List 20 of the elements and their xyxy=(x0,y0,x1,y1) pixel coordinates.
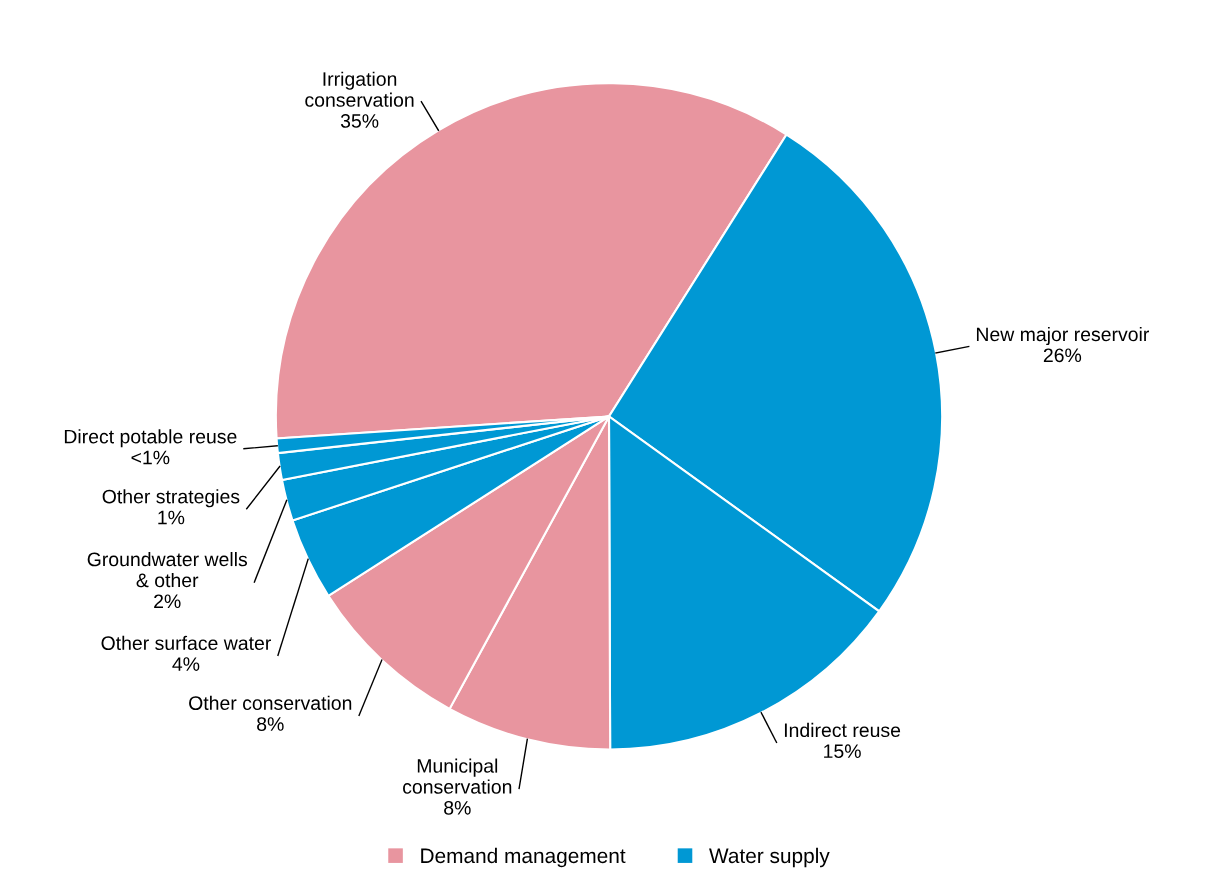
slice-label: Municipal conservation xyxy=(403,758,512,794)
data-label: 35% xyxy=(340,114,379,128)
data-label: 2% xyxy=(154,594,181,609)
data-label: 4% xyxy=(172,657,200,671)
slice-label: New major reservoir xyxy=(976,326,1150,346)
data-label: 26% xyxy=(1043,348,1082,363)
data-label: 15% xyxy=(824,744,861,759)
slice-label: Other strategies xyxy=(102,489,240,508)
data-label: 8% xyxy=(257,717,284,731)
data-label: 1% xyxy=(158,510,185,525)
slice-label: Other conservation xyxy=(189,695,352,710)
slice-label: Other surface water xyxy=(101,635,271,651)
slice-label: Indirect reuse xyxy=(784,722,901,738)
text: Demand management xyxy=(421,847,626,868)
data-label: <1% xyxy=(131,450,170,465)
text: Water supply xyxy=(709,847,830,868)
data-label: 8% xyxy=(444,800,471,815)
slice-label: Groundwater wells & other xyxy=(87,551,248,588)
slice-label: Irrigation conservation xyxy=(305,71,414,107)
slice-label: Direct potable reuse xyxy=(64,429,237,448)
